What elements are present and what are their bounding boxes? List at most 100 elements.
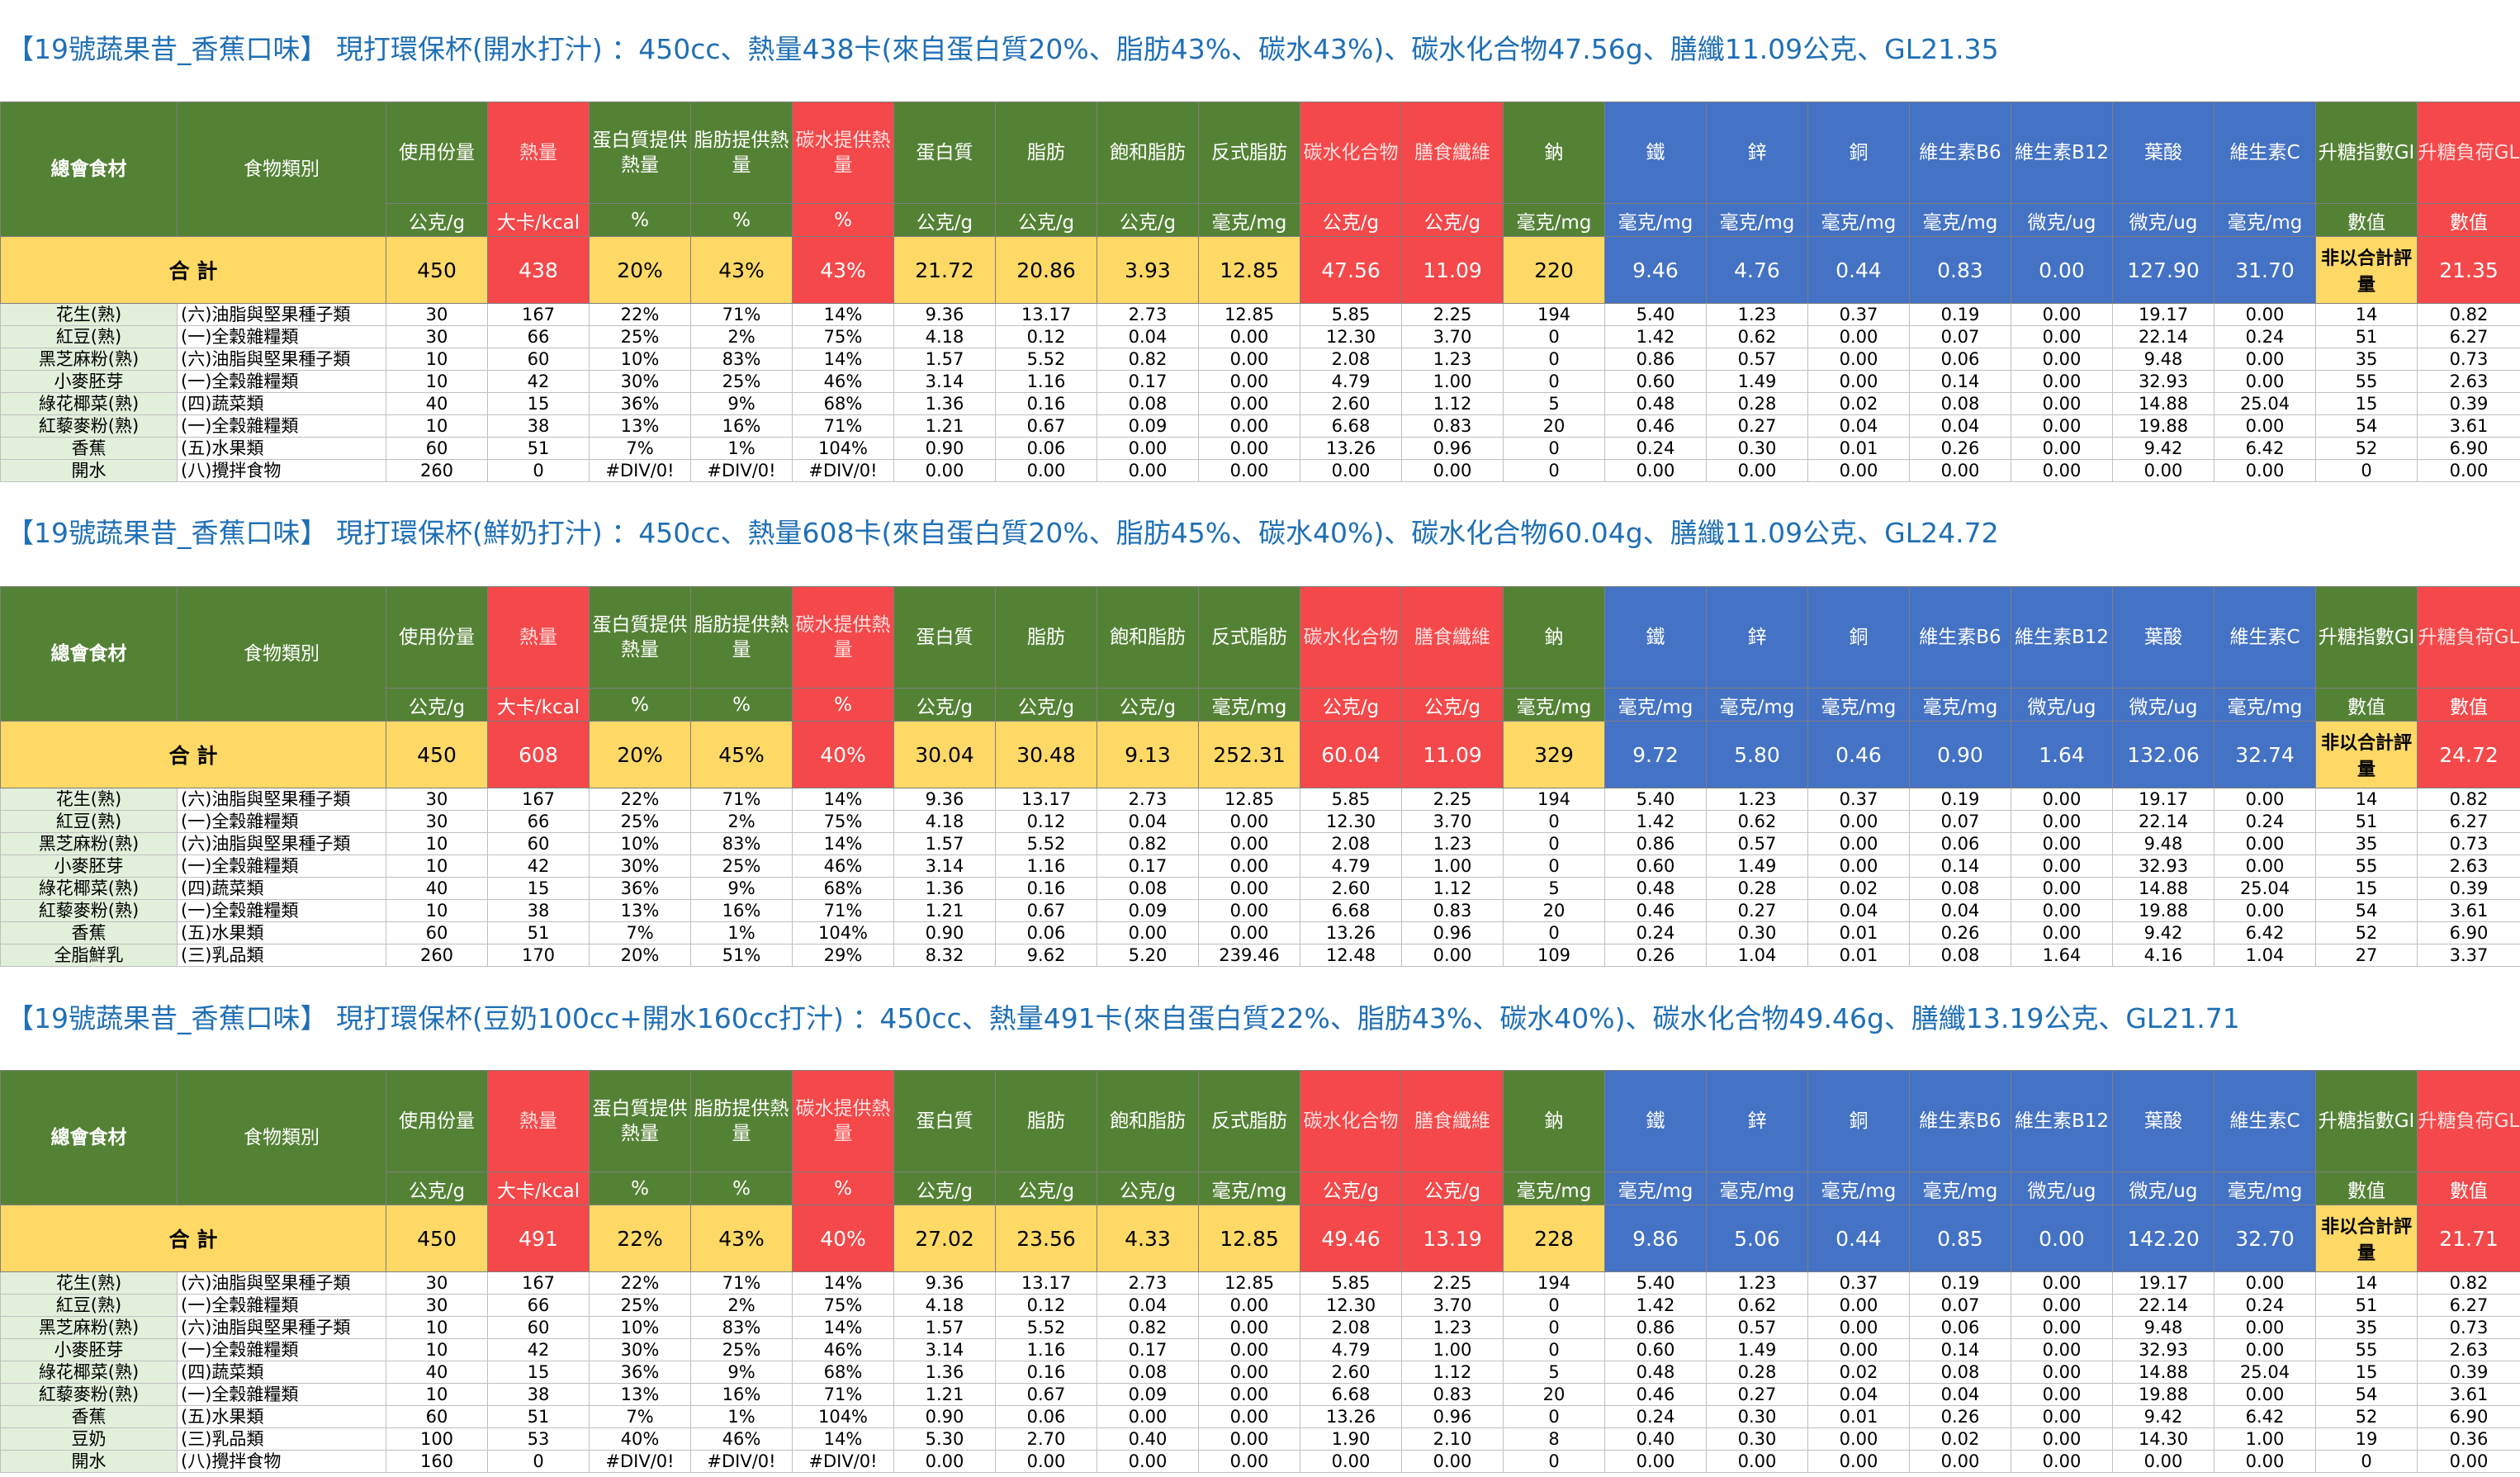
data-cell: 36% bbox=[589, 877, 691, 900]
data-cell: 12.85 bbox=[1198, 303, 1300, 326]
data-cell: 25.04 bbox=[2214, 1361, 2316, 1384]
data-cell: 100 bbox=[386, 1427, 488, 1451]
data-cell: 38 bbox=[487, 1383, 590, 1406]
data-cell: 0.00 bbox=[2214, 1271, 2316, 1295]
data-cell: 0.00 bbox=[1097, 1405, 1199, 1428]
data-cell: 3.61 bbox=[2417, 1383, 2520, 1406]
data-cell: 0.00 bbox=[1198, 1427, 1300, 1451]
data-cell: 14% bbox=[792, 832, 894, 855]
data-cell: 40 bbox=[386, 877, 488, 900]
data-cell: 1.00 bbox=[1401, 1338, 1504, 1361]
data-cell: 19.88 bbox=[2112, 899, 2214, 922]
total-cell: 142.20 bbox=[2112, 1205, 2214, 1272]
data-cell: 0.67 bbox=[995, 414, 1097, 438]
total-cell: 43% bbox=[690, 236, 793, 304]
data-cell: 2.60 bbox=[1300, 877, 1402, 900]
column-header: 碳水提供熱量 bbox=[792, 102, 894, 204]
data-cell: 40% bbox=[589, 1427, 691, 1451]
data-cell: 0.00 bbox=[2214, 459, 2316, 482]
total-cell: 21.35 bbox=[2417, 236, 2520, 304]
column-header: 膳食纖維 bbox=[1401, 1070, 1504, 1172]
data-cell: 2.08 bbox=[1300, 1316, 1402, 1339]
total-row: 合 計 450 608 20% 45% 40% 30.04 30.48 9.13 252.31 60… bbox=[0, 721, 2520, 788]
unit-cell: 毫克/mg bbox=[2214, 203, 2316, 237]
data-cell: 0.01 bbox=[1807, 437, 1910, 460]
data-cell: 0.00 bbox=[1807, 1450, 1910, 1473]
data-cell: 16% bbox=[690, 1383, 793, 1406]
unit-cell: 數值 bbox=[2417, 203, 2520, 237]
total-cell: 13.19 bbox=[1401, 1205, 1504, 1272]
data-cell: 紅豆(熟) bbox=[0, 325, 178, 348]
column-header: 反式脂肪 bbox=[1198, 1070, 1300, 1172]
unit-cell: 毫克/mg bbox=[2214, 1172, 2316, 1205]
data-cell: 0.00 bbox=[1807, 1316, 1910, 1339]
column-header: 食物類別 bbox=[177, 102, 386, 237]
data-cell: 0.46 bbox=[1604, 414, 1707, 438]
data-cell: 4.79 bbox=[1300, 1338, 1402, 1361]
data-cell: (一)全穀雜糧類 bbox=[177, 810, 386, 833]
nutrition-table: 總會食材 食物類別 使用份量 熱量 蛋白質提供熱量 脂肪提供熱量 碳水提供熱量 蛋白質 脂肪 飽和… bbox=[0, 586, 2520, 967]
data-cell: 黑芝麻粉(熟) bbox=[0, 832, 178, 855]
data-cell: 7% bbox=[589, 921, 691, 944]
unit-cell: 毫克/mg bbox=[1807, 203, 1910, 237]
data-row: 豆奶 (三)乳品類 100 53 40% 46% 14% 5.30 2.70 0.40 0.00 1.… bbox=[0, 1427, 2520, 1451]
data-cell: 0.00 bbox=[1198, 1405, 1300, 1428]
data-cell: 0.67 bbox=[995, 899, 1097, 922]
total-cell: 45% bbox=[690, 721, 793, 788]
data-cell: 13% bbox=[589, 899, 691, 922]
data-cell: 55 bbox=[2315, 854, 2418, 878]
data-cell: 0.00 bbox=[1807, 370, 1910, 393]
data-cell: 0.00 bbox=[1807, 325, 1910, 348]
data-cell: 5 bbox=[1503, 392, 1605, 415]
data-cell: 10 bbox=[386, 414, 488, 438]
data-cell: 0.00 bbox=[1807, 810, 1910, 833]
data-cell: 1.49 bbox=[1706, 1338, 1808, 1361]
column-header: 維生素B12 bbox=[2011, 586, 2113, 689]
data-cell: 5.40 bbox=[1604, 303, 1707, 326]
data-cell: 2.25 bbox=[1401, 1271, 1504, 1295]
data-cell: 0.62 bbox=[1706, 810, 1808, 833]
data-cell: 9.42 bbox=[2112, 921, 2214, 944]
column-header: 使用份量 bbox=[386, 586, 488, 689]
data-cell: 19 bbox=[2315, 1427, 2418, 1451]
data-cell: 0.39 bbox=[2417, 877, 2520, 900]
unit-cell: 微克/ug bbox=[2011, 688, 2113, 722]
data-cell: 0.60 bbox=[1604, 370, 1707, 393]
data-cell: 0.00 bbox=[2011, 1450, 2113, 1473]
data-cell: 2% bbox=[690, 325, 793, 348]
nutrition-table: 總會食材 食物類別 使用份量 熱量 蛋白質提供熱量 脂肪提供熱量 碳水提供熱量 蛋白質 脂肪 飽和… bbox=[0, 102, 2520, 482]
data-cell: 75% bbox=[792, 810, 894, 833]
data-cell: 0.08 bbox=[1909, 877, 2011, 900]
data-cell: 0.00 bbox=[1401, 1450, 1504, 1473]
column-header: 熱量 bbox=[487, 102, 590, 204]
data-cell: 0.82 bbox=[2417, 303, 2520, 326]
unit-cell: 公克/g bbox=[386, 203, 488, 237]
data-cell: 14.88 bbox=[2112, 1361, 2214, 1384]
data-cell: 1% bbox=[690, 1405, 793, 1428]
data-cell: 71% bbox=[792, 899, 894, 922]
data-cell: 0.82 bbox=[2417, 788, 2520, 811]
data-cell: 1.23 bbox=[1401, 348, 1504, 371]
data-cell: 0.90 bbox=[893, 921, 996, 944]
data-cell: 0.26 bbox=[1909, 1405, 2011, 1428]
data-cell: (六)油脂與堅果種子類 bbox=[177, 832, 386, 855]
data-cell: 194 bbox=[1503, 303, 1605, 326]
data-cell: 0.00 bbox=[1198, 459, 1300, 482]
total-cell: 30.48 bbox=[995, 721, 1097, 788]
column-header: 葉酸 bbox=[2112, 102, 2214, 204]
data-cell: #DIV/0! bbox=[589, 459, 691, 482]
data-cell: 0.28 bbox=[1706, 877, 1808, 900]
data-cell: 0.73 bbox=[2417, 832, 2520, 855]
data-cell: 9.42 bbox=[2112, 437, 2214, 460]
total-cell: 329 bbox=[1503, 721, 1605, 788]
data-cell: 0.82 bbox=[2417, 1271, 2520, 1295]
unit-cell: % bbox=[792, 1172, 894, 1205]
data-cell: 7% bbox=[589, 437, 691, 460]
data-cell: 51 bbox=[2315, 325, 2418, 348]
data-cell: 0.00 bbox=[2011, 854, 2113, 878]
unit-cell: 毫克/mg bbox=[1503, 688, 1605, 722]
data-row: 紅豆(熟) (一)全穀雜糧類 30 66 25% 2% 75% 4.18 0.12 0.04 0.0… bbox=[0, 810, 2520, 833]
data-cell: 0.00 bbox=[1198, 877, 1300, 900]
data-cell: 260 bbox=[386, 459, 488, 482]
data-cell: 0.00 bbox=[2011, 1427, 2113, 1451]
